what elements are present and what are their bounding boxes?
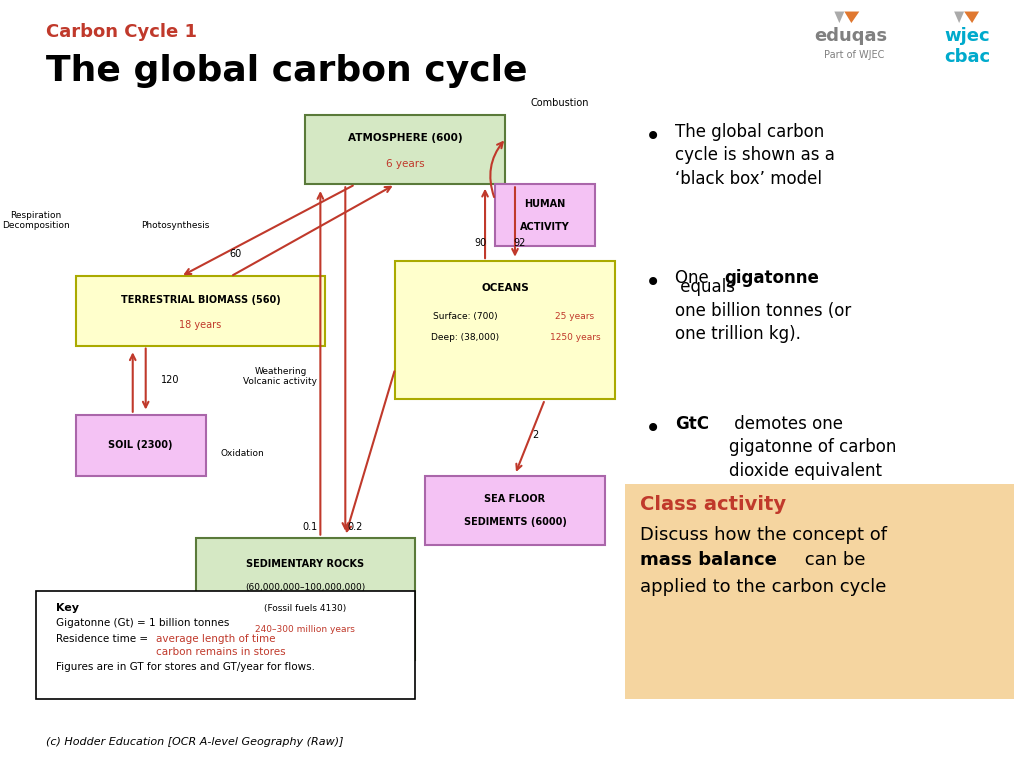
FancyBboxPatch shape bbox=[76, 415, 206, 476]
FancyBboxPatch shape bbox=[395, 261, 614, 399]
Text: Photosynthesis: Photosynthesis bbox=[141, 221, 210, 230]
Text: Class activity: Class activity bbox=[640, 495, 785, 515]
Text: (60,000,000–100,000,000): (60,000,000–100,000,000) bbox=[246, 583, 366, 592]
Text: •: • bbox=[645, 415, 660, 442]
Text: Deep: (38,000): Deep: (38,000) bbox=[431, 333, 499, 343]
Text: 25 years: 25 years bbox=[555, 312, 595, 321]
FancyBboxPatch shape bbox=[36, 591, 415, 699]
Text: Respiration
Decomposition: Respiration Decomposition bbox=[2, 211, 70, 230]
Text: Gigatonne (Gt) = 1 billion tonnes: Gigatonne (Gt) = 1 billion tonnes bbox=[56, 618, 229, 628]
Text: Weathering
Volcanic activity: Weathering Volcanic activity bbox=[244, 366, 317, 386]
Text: SEDIMENTS (6000): SEDIMENTS (6000) bbox=[464, 517, 566, 528]
Text: gigatonne: gigatonne bbox=[725, 269, 819, 286]
Text: 0.2: 0.2 bbox=[347, 522, 362, 532]
Text: SEDIMENTARY ROCKS: SEDIMENTARY ROCKS bbox=[247, 559, 365, 570]
Text: GtC: GtC bbox=[675, 415, 709, 432]
Text: •: • bbox=[645, 123, 660, 151]
Text: 60: 60 bbox=[229, 250, 242, 260]
FancyBboxPatch shape bbox=[76, 276, 326, 346]
Text: equals
one billion tonnes (or
one trillion kg).: equals one billion tonnes (or one trilli… bbox=[675, 278, 851, 343]
Text: eduqas: eduqas bbox=[814, 27, 888, 45]
Text: 18 years: 18 years bbox=[179, 319, 222, 330]
Text: Part of WJEC: Part of WJEC bbox=[824, 50, 885, 60]
Text: wjec
cbac: wjec cbac bbox=[944, 27, 990, 66]
Polygon shape bbox=[954, 12, 965, 23]
Text: One: One bbox=[675, 269, 714, 286]
Text: Residence time =: Residence time = bbox=[56, 634, 152, 644]
FancyBboxPatch shape bbox=[625, 484, 1014, 699]
Text: Figures are in GT for stores and GT/year for flows.: Figures are in GT for stores and GT/year… bbox=[56, 662, 315, 672]
Text: Key: Key bbox=[56, 603, 79, 613]
Text: Surface: (700): Surface: (700) bbox=[433, 312, 498, 321]
Text: SOIL (2300): SOIL (2300) bbox=[109, 440, 173, 451]
Text: carbon remains in stores: carbon remains in stores bbox=[156, 647, 286, 657]
Text: Oxidation: Oxidation bbox=[220, 449, 264, 458]
Text: demotes one
gigatonne of carbon
dioxide equivalent: demotes one gigatonne of carbon dioxide … bbox=[728, 415, 896, 480]
Text: (c) Hodder Education [OCR A-level Geography (Raw)]: (c) Hodder Education [OCR A-level Geogra… bbox=[46, 737, 343, 747]
Text: TERRESTRIAL BIOMASS (560): TERRESTRIAL BIOMASS (560) bbox=[121, 294, 281, 305]
Text: 92: 92 bbox=[514, 238, 526, 248]
FancyBboxPatch shape bbox=[196, 538, 415, 660]
Text: ATMOSPHERE (600): ATMOSPHERE (600) bbox=[348, 133, 463, 144]
Text: 90: 90 bbox=[474, 238, 486, 248]
Polygon shape bbox=[835, 12, 845, 23]
Text: can be: can be bbox=[800, 551, 866, 569]
Text: Combustion: Combustion bbox=[530, 98, 589, 108]
FancyBboxPatch shape bbox=[425, 476, 605, 545]
Text: HUMAN: HUMAN bbox=[524, 198, 565, 209]
Text: SEA FLOOR: SEA FLOOR bbox=[484, 494, 546, 505]
Polygon shape bbox=[965, 12, 979, 23]
Text: 6 years: 6 years bbox=[386, 158, 425, 169]
Text: The global carbon cycle: The global carbon cycle bbox=[46, 54, 527, 88]
Text: Discuss how the concept of: Discuss how the concept of bbox=[640, 526, 887, 544]
Text: •: • bbox=[645, 269, 660, 296]
Text: 2: 2 bbox=[531, 430, 538, 440]
Text: ACTIVITY: ACTIVITY bbox=[520, 221, 569, 232]
Text: average length of time: average length of time bbox=[156, 634, 275, 644]
Text: 1250 years: 1250 years bbox=[550, 333, 600, 343]
FancyBboxPatch shape bbox=[305, 115, 505, 184]
Text: (Fossil fuels 4130): (Fossil fuels 4130) bbox=[264, 604, 346, 613]
Text: The global carbon
cycle is shown as a
‘black box’ model: The global carbon cycle is shown as a ‘b… bbox=[675, 123, 835, 188]
Text: OCEANS: OCEANS bbox=[481, 283, 528, 293]
Text: 0.1: 0.1 bbox=[303, 522, 318, 532]
Text: mass balance: mass balance bbox=[640, 551, 776, 569]
FancyBboxPatch shape bbox=[495, 184, 595, 246]
Text: applied to the carbon cycle: applied to the carbon cycle bbox=[640, 578, 886, 595]
Text: 240–300 million years: 240–300 million years bbox=[255, 625, 355, 634]
Polygon shape bbox=[845, 12, 859, 23]
Text: Carbon Cycle 1: Carbon Cycle 1 bbox=[46, 23, 197, 41]
Text: 120: 120 bbox=[161, 375, 179, 386]
